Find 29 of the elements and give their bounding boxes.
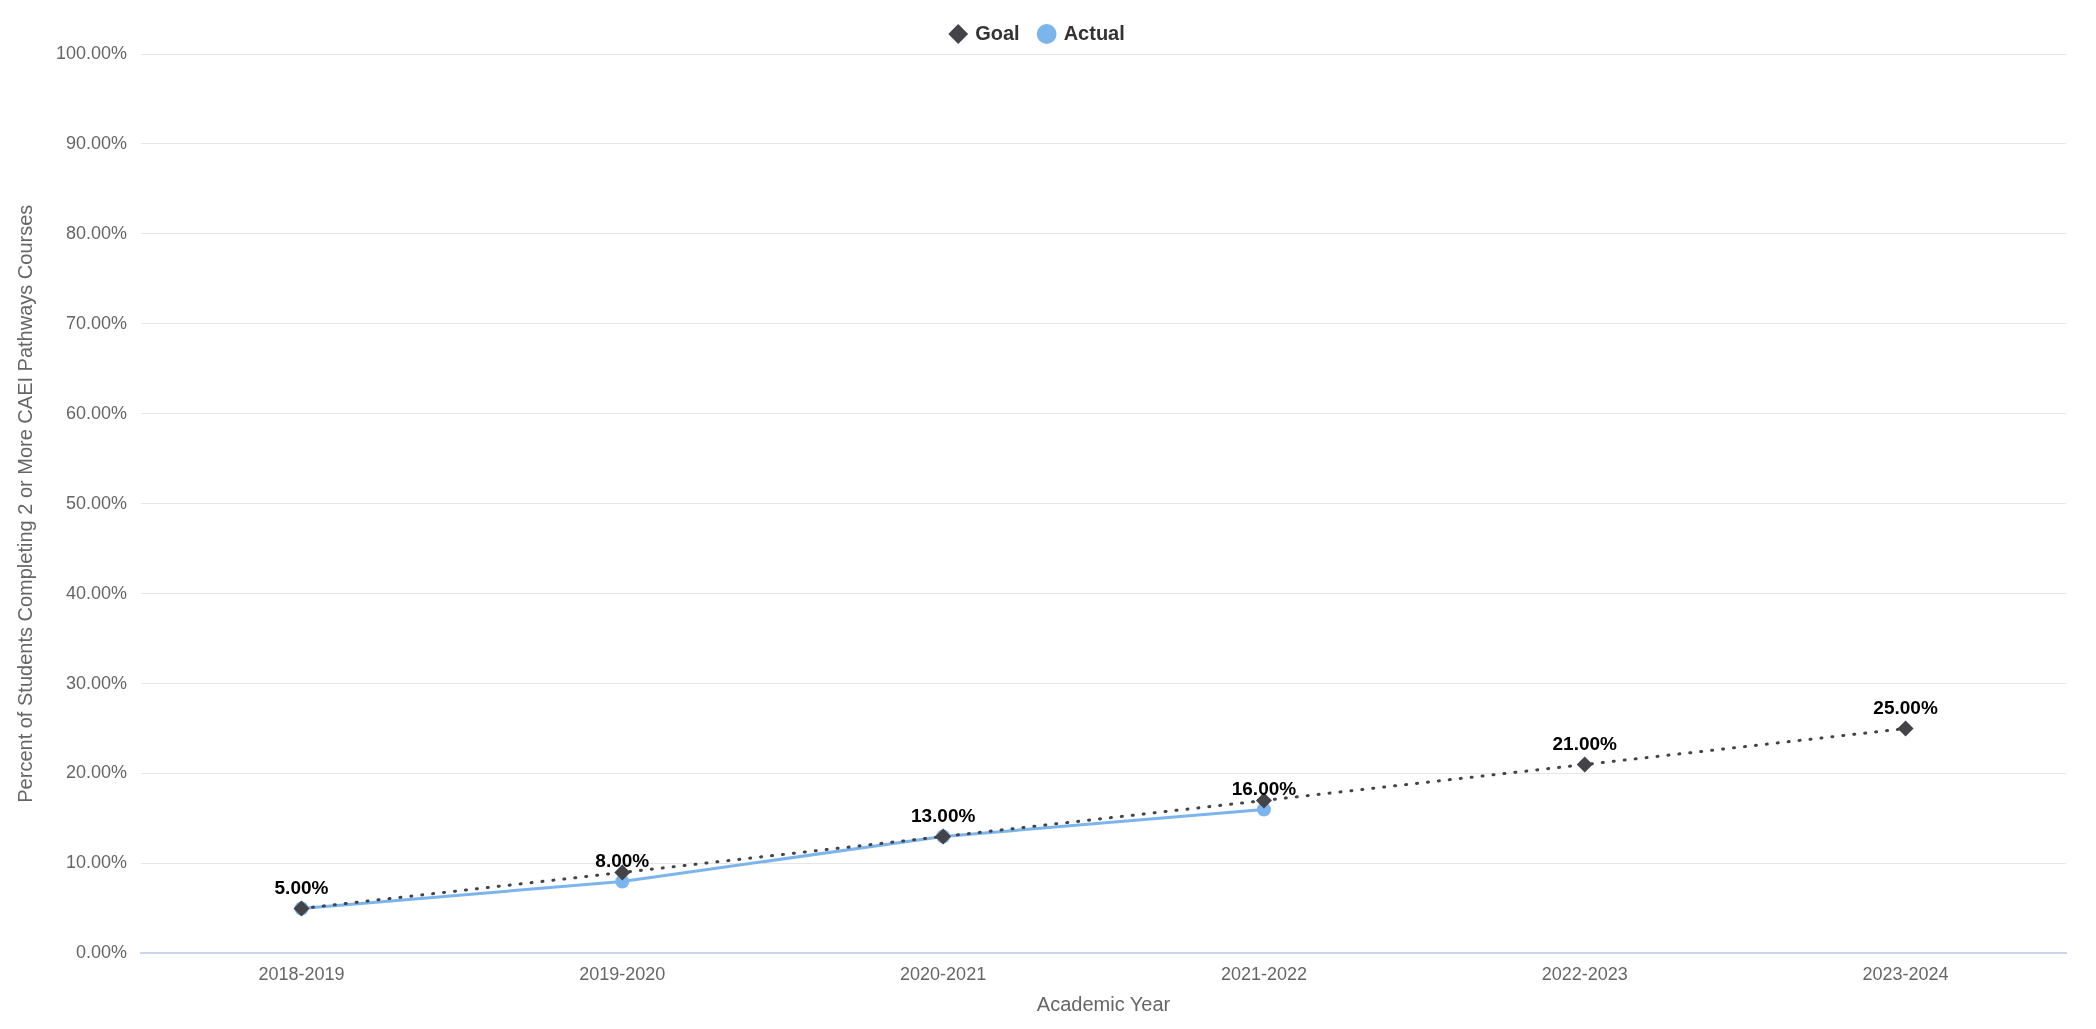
y-tick-label: 70.00% [66,312,128,333]
data-label: 5.00% [274,877,329,899]
data-label: 21.00% [1552,733,1618,755]
y-tick-label: 20.00% [66,762,128,783]
y-tick-label: 90.00% [66,132,128,153]
data-label: 16.00% [1231,778,1297,800]
data-label: 13.00% [910,805,976,827]
y-tick-label: 10.00% [66,852,128,873]
x-tick-label: 2022-2023 [1541,964,1628,985]
x-tick-label: 2020-2021 [900,964,987,985]
point [1897,720,1914,737]
x-tick-label: 2023-2024 [1862,964,1949,985]
y-tick-label: 60.00% [66,402,128,423]
y-tick-label: 0.00% [76,942,128,963]
x-axis-title: Academic Year [1036,992,1171,1015]
y-tick-label: 100.00% [56,42,128,63]
x-tick-label: 2018-2019 [258,964,345,985]
y-tick-label: 50.00% [66,492,128,513]
y-tick-label: 40.00% [66,582,128,603]
x-tick-label: 2021-2022 [1220,964,1307,985]
data-label: 25.00% [1873,697,1938,719]
y-axis-title: Percent of Students Completing 2 or More CAEI Pathways Courses [13,204,36,803]
legend-label: Actual [1063,21,1125,44]
y-tick-label: 30.00% [66,672,128,693]
y-tick-label: 80.00% [66,222,128,243]
point [1576,756,1593,773]
x-tick-label: 2019-2020 [579,964,666,985]
data-label: 8.00% [595,850,650,872]
legend-label: Goal [975,21,1020,44]
